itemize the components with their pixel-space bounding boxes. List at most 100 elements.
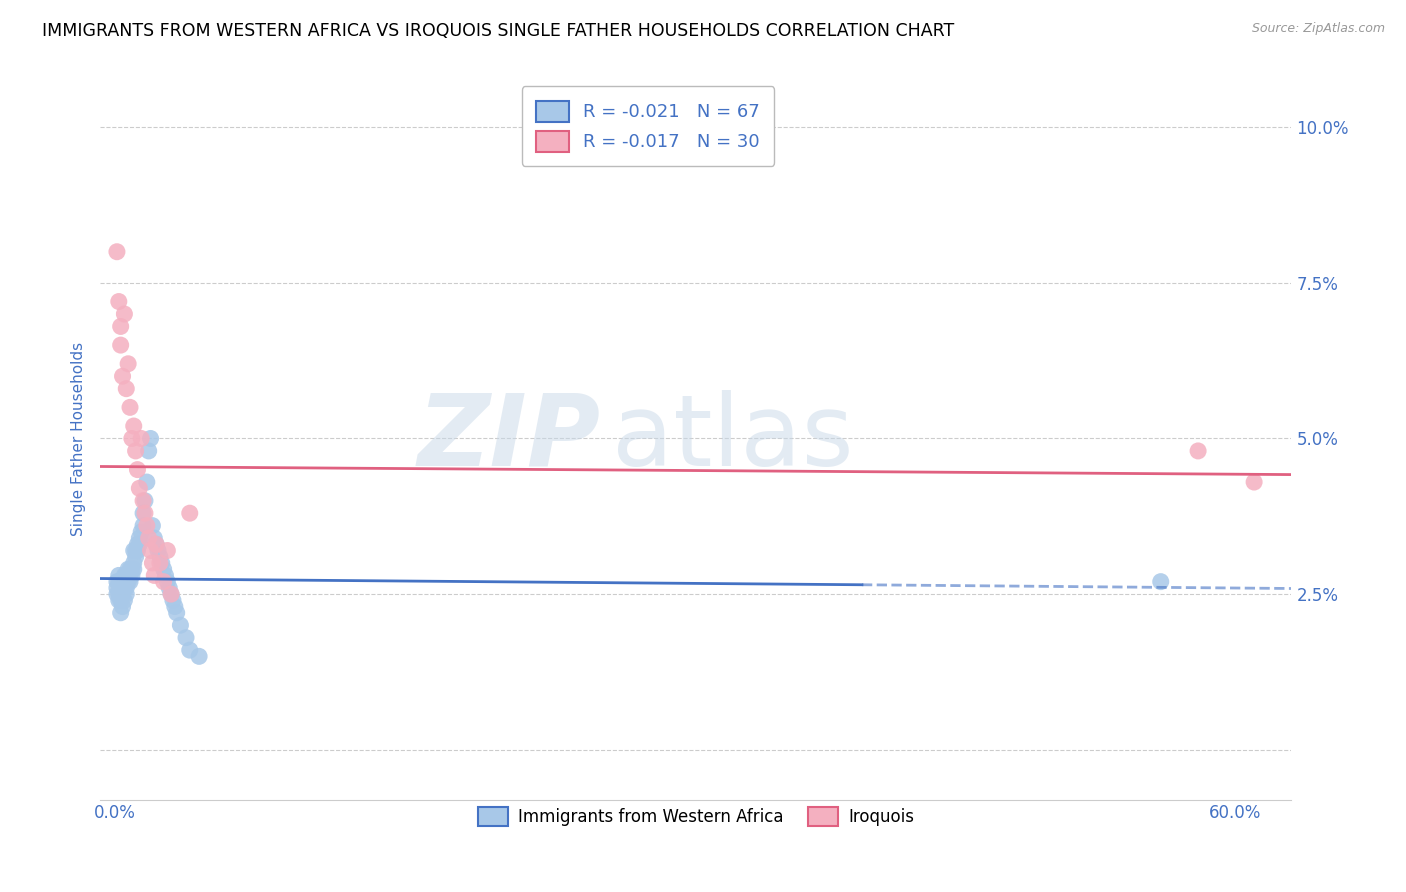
Point [128, 531, 150, 545]
Point [107, 574, 129, 589]
Point [124, 543, 146, 558]
Point [110, 593, 132, 607]
Point [179, 643, 201, 657]
Point [138, 444, 160, 458]
Point [143, 531, 166, 545]
Point [134, 493, 156, 508]
Point [107, 294, 129, 309]
Point [112, 581, 135, 595]
Point [146, 543, 169, 558]
Point [122, 562, 145, 576]
Point [1243, 475, 1265, 489]
Point [122, 419, 145, 434]
Point [188, 649, 211, 664]
Point [1187, 444, 1209, 458]
Point [105, 587, 128, 601]
Point [118, 568, 141, 582]
Point [121, 568, 143, 582]
Point [149, 549, 172, 564]
Point [134, 506, 156, 520]
Point [163, 599, 186, 614]
Point [121, 432, 143, 446]
Point [135, 475, 157, 489]
Point [115, 382, 138, 396]
Point [139, 432, 162, 446]
Point [110, 581, 132, 595]
Point [124, 444, 146, 458]
Point [141, 518, 163, 533]
Point [162, 593, 184, 607]
Point [111, 369, 134, 384]
Point [107, 587, 129, 601]
Point [128, 537, 150, 551]
Point [160, 587, 183, 601]
Point [132, 493, 155, 508]
Point [112, 307, 135, 321]
Point [145, 537, 167, 551]
Point [110, 574, 132, 589]
Point [155, 568, 177, 582]
Point [129, 524, 152, 539]
Point [132, 506, 155, 520]
Point [105, 244, 128, 259]
Point [111, 599, 134, 614]
Legend: Immigrants from Western Africa, Iroquois: Immigrants from Western Africa, Iroquois [470, 798, 922, 835]
Point [139, 543, 162, 558]
Point [115, 568, 138, 582]
Point [118, 562, 141, 576]
Point [127, 462, 149, 476]
Point [127, 537, 149, 551]
Point [110, 319, 132, 334]
Point [110, 606, 132, 620]
Point [112, 593, 135, 607]
Point [122, 556, 145, 570]
Point [174, 631, 197, 645]
Point [160, 587, 183, 601]
Point [145, 537, 167, 551]
Point [132, 518, 155, 533]
Point [117, 574, 139, 589]
Text: Source: ZipAtlas.com: Source: ZipAtlas.com [1251, 22, 1385, 36]
Point [107, 568, 129, 582]
Point [117, 568, 139, 582]
Point [128, 481, 150, 495]
Point [141, 556, 163, 570]
Point [111, 581, 134, 595]
Point [111, 587, 134, 601]
Point [149, 556, 172, 570]
Point [1150, 574, 1173, 589]
Point [135, 518, 157, 533]
Point [156, 543, 179, 558]
Point [157, 581, 180, 595]
Point [105, 574, 128, 589]
Point [143, 568, 166, 582]
Point [118, 574, 141, 589]
Point [152, 574, 174, 589]
Point [107, 593, 129, 607]
Point [138, 531, 160, 545]
Point [156, 574, 179, 589]
Point [111, 574, 134, 589]
Point [118, 401, 141, 415]
Point [112, 568, 135, 582]
Point [110, 587, 132, 601]
Point [115, 581, 138, 595]
Point [124, 549, 146, 564]
Point [152, 562, 174, 576]
Point [115, 587, 138, 601]
Point [169, 618, 191, 632]
Text: atlas: atlas [613, 390, 853, 487]
Point [150, 556, 173, 570]
Point [121, 562, 143, 576]
Y-axis label: Single Father Households: Single Father Households [72, 342, 86, 535]
Point [112, 574, 135, 589]
Point [127, 543, 149, 558]
Text: IMMIGRANTS FROM WESTERN AFRICA VS IROQUOIS SINGLE FATHER HOUSEHOLDS CORRELATION : IMMIGRANTS FROM WESTERN AFRICA VS IROQUO… [42, 22, 955, 40]
Point [117, 562, 139, 576]
Text: ZIP: ZIP [418, 390, 600, 487]
Point [129, 432, 152, 446]
Point [122, 543, 145, 558]
Point [117, 357, 139, 371]
Point [110, 338, 132, 352]
Point [115, 574, 138, 589]
